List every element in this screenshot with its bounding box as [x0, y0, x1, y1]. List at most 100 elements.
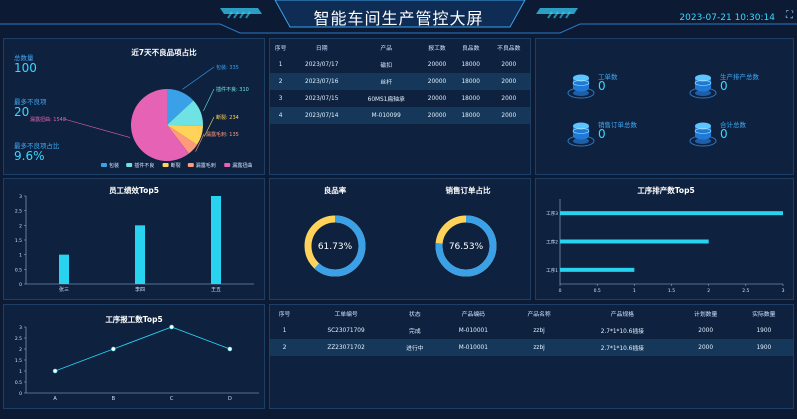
table-cell: M-010099 — [371, 112, 401, 119]
pie-title: 近7天不良品项占比 — [131, 48, 197, 57]
legend-swatch — [126, 163, 133, 167]
database-icon — [689, 74, 717, 99]
table-cell: 2023/07/14 — [305, 112, 339, 119]
x-tick-label: C — [170, 396, 174, 402]
table-cell: 20000 — [427, 95, 447, 102]
table-cell: 2.7*1*10.6插接 — [600, 346, 644, 352]
table-cell: 20000 — [427, 78, 447, 85]
table-cell: 进行中 — [406, 346, 424, 352]
table-header: 产品编码 — [461, 312, 485, 318]
sales-rate-ring-fill — [435, 215, 497, 277]
good-rate-ring-label: 61.73% — [318, 242, 353, 252]
y-tick-label: 1 — [19, 253, 22, 259]
x-tick-label: 1 — [633, 288, 636, 294]
table-cell: 丝杆 — [380, 80, 392, 86]
legend-label: 断裂 — [171, 162, 181, 169]
good-rate-title: 良品率 — [323, 186, 347, 195]
table-cell: 2023/07/16 — [305, 78, 339, 85]
table-cell: 4 — [278, 112, 283, 119]
legend-swatch — [101, 163, 107, 167]
table-header: 日期 — [315, 46, 328, 52]
table-cell: 1 — [282, 327, 287, 334]
summary-cards-panel: 工单数 0 生产排产总数 0 销售订单总数 0 合计总数 0 — [535, 38, 794, 175]
table-cell: 2023/07/15 — [305, 95, 339, 102]
card-value: 0 — [598, 79, 606, 93]
sales-rate-title: 销售订单占比 — [445, 186, 491, 195]
table-cell: 20000 — [427, 112, 447, 119]
table-header: 序号 — [278, 312, 291, 318]
summary-card: 销售订单总数 0 — [566, 117, 676, 147]
table-cell: 18000 — [461, 95, 480, 102]
table-header: 序号 — [274, 46, 287, 52]
header: 智能车间生产管控大屏 2023-07-21 10:30:14 ⛶ — [0, 0, 797, 36]
total-value: 100 — [14, 61, 37, 75]
total-label: 总数量 — [14, 54, 34, 62]
rate-panel: 良品率 销售订单占比 61.73% 76.53% — [269, 178, 531, 300]
process-chart-panel: 工序排产数Top5 0 0.5 1 1.5 2 2.5 3 工序1 工序2 工序3 — [535, 178, 794, 300]
card-value: 0 — [720, 79, 728, 93]
table-cell: 磁扣 — [380, 63, 392, 69]
employee-chart-title: 员工绩效Top5 — [109, 186, 159, 195]
table-cell: 60MS1扁轴承 — [367, 97, 405, 103]
legend-swatch — [187, 163, 194, 167]
y-tick-label: 3 — [19, 194, 22, 200]
pie-data-label: 插件不良: 310 — [216, 86, 249, 93]
bar — [560, 211, 783, 216]
summary-card: 合计总数 0 — [688, 117, 797, 147]
most-defect-value: 20 — [14, 105, 30, 119]
legend-label: 包装 — [109, 162, 119, 169]
most-defect-label: 最多不良项 — [14, 98, 47, 106]
bar — [560, 239, 709, 244]
table-row[interactable]: 2 ZZ23071702 进行中 M-010001 zzbj 2.7*1*10.6插接 20… — [270, 339, 793, 356]
production-table: 序号 日期 产品 报工数 良品数 不良品数 1 2023/07/17 磁扣 20000 18000… — [270, 39, 530, 124]
pie-slice — [167, 125, 203, 145]
card-label: 生产排产总数 — [720, 73, 759, 81]
bar — [211, 196, 221, 284]
legend-label: 插件不良 — [134, 162, 154, 169]
table-cell: 20000 — [427, 61, 447, 68]
table-row[interactable]: 4 2023/07/14 M-010099 20000 18000 2000 — [270, 107, 530, 124]
table-cell: SC23071709 — [327, 327, 365, 334]
y-tick-label: 工序1 — [546, 267, 558, 274]
table-row[interactable]: 2 2023/07/16 丝杆 20000 18000 2000 — [270, 73, 530, 90]
employee-bar-chart: 0 0.5 1 1.5 2 2.5 3 张三 李四 王五 — [15, 194, 254, 293]
production-table-panel: 序号 日期 产品 报工数 良品数 不良品数 1 2023/07/17 磁扣 20000 18000… — [269, 38, 531, 175]
table-cell: 18000 — [461, 61, 480, 68]
table-header: 状态 — [409, 312, 421, 318]
y-tick-label: 2.5 — [15, 336, 22, 342]
fullscreen-icon[interactable]: ⛶ — [786, 10, 793, 21]
good-rate-ring-fill — [304, 215, 366, 277]
table-row[interactable]: 1 2023/07/17 磁扣 20000 18000 2000 — [270, 56, 530, 73]
table-cell: 2000 — [501, 61, 517, 68]
y-tick-label: 2 — [19, 347, 22, 353]
table-row[interactable]: 1 SC23071709 完成 M-010001 zzbj 2.7*1*10.6插接 200… — [270, 322, 793, 339]
table-cell: 18000 — [461, 112, 480, 119]
summary-card: 工单数 0 — [566, 69, 676, 99]
card-value: 0 — [598, 127, 606, 141]
process-chart-title: 工序排产数Top5 — [637, 186, 695, 195]
pie-leader-line — [204, 116, 215, 137]
table-header: 实际数量 — [752, 312, 776, 318]
table-cell: 1900 — [756, 327, 772, 334]
defect-panel: 总数量 100 最多不良项 20 最多不良项占比 9.6% 近7天不良品项占比 … — [3, 38, 265, 175]
legend-swatch — [162, 163, 169, 167]
x-tick-label: 0 — [559, 288, 562, 294]
table-row[interactable]: 3 2023/07/15 60MS1扁轴承 20000 18000 2000 — [270, 90, 530, 107]
y-tick-label: 2 — [19, 223, 22, 229]
table-cell: 2 — [278, 78, 283, 85]
most-defect-ratio-value: 9.6% — [14, 149, 45, 163]
table-header: 良品数 — [462, 46, 480, 52]
table-cell: M-010001 — [458, 344, 488, 351]
bar — [135, 225, 145, 284]
data-point — [111, 346, 116, 352]
x-tick-label: 2 — [707, 288, 710, 294]
table-cell: 1 — [278, 61, 283, 68]
y-tick-label: 0 — [19, 282, 22, 288]
table-cell: M-010001 — [458, 327, 488, 334]
sales-rate-ring-label: 76.53% — [449, 242, 484, 252]
x-tick-label: 李四 — [135, 286, 145, 293]
x-tick-label: D — [228, 396, 232, 402]
card-label: 工单数 — [598, 73, 618, 81]
line-chart-title: 工序报工数Top5 — [105, 315, 163, 324]
summary-card: 生产排产总数 0 — [688, 69, 797, 99]
